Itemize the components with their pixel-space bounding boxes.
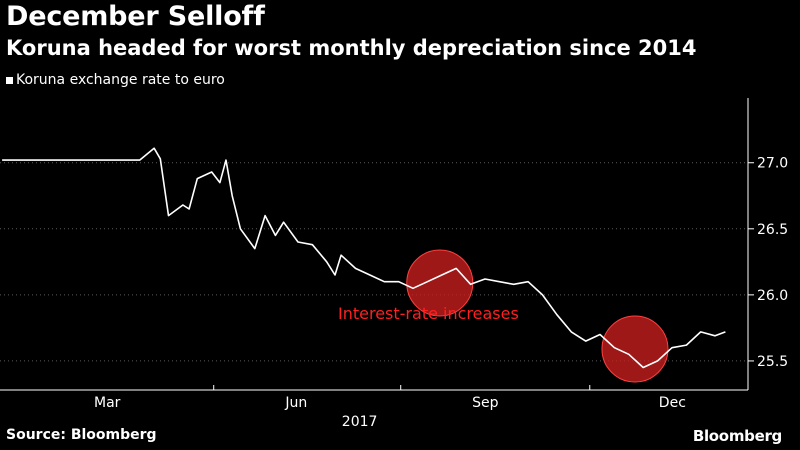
annotation-label: Interest-rate increases [338, 304, 519, 323]
chart-subtitle: Koruna headed for worst monthly deprecia… [6, 36, 697, 60]
x-tick-label: Dec [659, 395, 686, 411]
y-tick-label: 27.0 [757, 156, 788, 172]
source-note: Source: Bloomberg [6, 427, 157, 443]
legend: Koruna exchange rate to euro [6, 72, 225, 88]
annotation-circle [601, 315, 669, 383]
x-tick-label: Sep [472, 395, 499, 411]
y-tick-label: 26.5 [757, 222, 788, 238]
legend-swatch [6, 76, 13, 84]
bloomberg-logo: Bloomberg [692, 427, 782, 445]
y-tick-label: 26.0 [757, 288, 788, 304]
x-tick-label: Jun [284, 395, 307, 411]
x-tick-label: Mar [94, 395, 121, 411]
chart-title: December Selloff [6, 1, 265, 32]
x-axis-label: 2017 [342, 414, 378, 430]
legend-label: Koruna exchange rate to euro [16, 72, 225, 88]
y-tick-label: 25.5 [757, 354, 788, 370]
series-line [2, 147, 726, 369]
